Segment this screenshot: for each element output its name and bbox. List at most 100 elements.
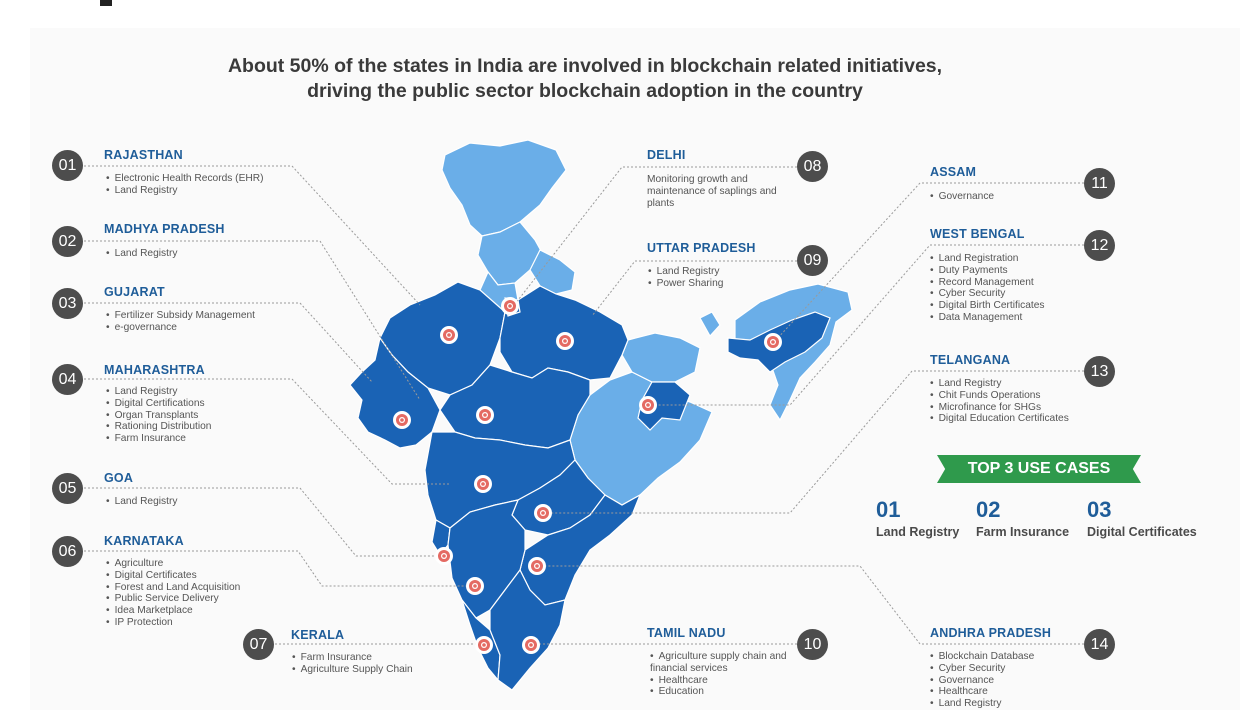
marker-telangana bbox=[534, 504, 552, 522]
region-jammu-kashmir bbox=[441, 139, 567, 237]
leader-uttar-pradesh bbox=[591, 260, 797, 317]
number-badge: 12 bbox=[1084, 230, 1115, 261]
use-case-number: 03 bbox=[1087, 497, 1112, 522]
leader-west-bengal bbox=[650, 244, 1084, 406]
number-badge: 13 bbox=[1084, 356, 1115, 387]
use-case-item: Land Registry bbox=[106, 248, 178, 260]
use-case-item: Duty Payments bbox=[930, 265, 1044, 277]
use-case-list: Farm Insurance Agriculture Supply Chain bbox=[292, 652, 413, 676]
state-name: WEST BENGAL bbox=[930, 227, 1025, 241]
number-badge: 06 bbox=[52, 536, 83, 567]
use-case-item: Organ Transplants bbox=[106, 410, 211, 422]
use-case-item: Microfinance for SHGs bbox=[930, 402, 1069, 414]
use-case-list: Land Registry Digital Certifications Org… bbox=[106, 386, 212, 445]
marker-uttar-pradesh bbox=[556, 332, 574, 350]
use-case-item: Fertilizer Subsidy Management bbox=[106, 310, 255, 322]
use-case-item: Data Management bbox=[930, 312, 1044, 324]
use-case-list: Land Registry bbox=[106, 496, 178, 508]
use-case-item: Agriculture bbox=[106, 558, 240, 570]
use-case-list: Land Registry bbox=[106, 248, 178, 260]
number-badge: 07 bbox=[243, 629, 274, 660]
use-case-item: Digital Birth Certificates bbox=[930, 300, 1045, 312]
state-name: ANDHRA PRADESH bbox=[930, 626, 1052, 640]
state-markers bbox=[393, 297, 782, 654]
use-case-item: Farm Insurance bbox=[292, 652, 413, 664]
use-case-item: Forest and Land Acquisition bbox=[106, 582, 241, 594]
number-badge: 03 bbox=[52, 288, 83, 319]
use-case-item: Chit Funds Operations bbox=[930, 390, 1069, 402]
use-case-number: 02 bbox=[976, 497, 1001, 522]
use-case-label: Land Registry bbox=[876, 525, 960, 539]
region-gujarat bbox=[349, 336, 441, 449]
use-case-item: Rationing Distribution bbox=[106, 421, 212, 433]
use-case-item: Idea Marketplace bbox=[106, 605, 240, 617]
marker-maharashtra bbox=[474, 475, 492, 493]
use-case-list: Blockchain Database Cyber Security Gover… bbox=[930, 651, 1035, 710]
marker-west-bengal bbox=[639, 396, 657, 414]
use-case-item: Land Registry bbox=[106, 496, 178, 508]
use-case-item: Record Management bbox=[930, 277, 1044, 289]
state-name: DELHI bbox=[647, 148, 686, 162]
use-case-list: Agriculture supply chain and financial s… bbox=[650, 651, 790, 698]
marker-rajasthan bbox=[440, 326, 458, 344]
marker-karnataka bbox=[466, 577, 484, 595]
leader-telangana bbox=[543, 370, 1084, 514]
marker-madhya-pradesh bbox=[476, 406, 494, 424]
use-case-item: Governance bbox=[930, 191, 995, 203]
region-uttarakhand bbox=[529, 249, 576, 295]
number-badge: 10 bbox=[797, 629, 828, 660]
use-case-item: Land Registry bbox=[106, 185, 263, 197]
number-badge: 14 bbox=[1084, 629, 1115, 660]
use-case-item: Healthcare bbox=[930, 686, 1034, 698]
banner-ribbon-shape bbox=[937, 455, 1141, 483]
region-bihar bbox=[621, 332, 701, 383]
use-case-item: Land Registry bbox=[106, 386, 211, 398]
use-case-item: Digital Education Certificates bbox=[930, 413, 1069, 425]
leader-karnataka bbox=[84, 550, 475, 587]
use-case-item: Healthcare bbox=[650, 675, 790, 687]
use-case-item: Agriculture supply chain and financial s… bbox=[650, 651, 790, 675]
use-case-item: IP Protection bbox=[106, 617, 240, 629]
heading-line-2: driving the public sector blockchain ado… bbox=[307, 80, 863, 102]
leader-lines bbox=[84, 165, 1084, 645]
use-case-item: e-governance bbox=[106, 322, 255, 334]
use-case-item: Public Service Delivery bbox=[106, 593, 240, 605]
page-heading: About 50% of the states in India are inv… bbox=[0, 54, 1170, 104]
use-case-item: Farm Insurance bbox=[106, 433, 211, 445]
use-case-list: Fertilizer Subsidy Management e-governan… bbox=[106, 310, 255, 334]
use-case-label: Digital Certificates bbox=[1087, 525, 1197, 539]
leader-gujarat bbox=[84, 302, 373, 383]
use-case-item: Governance bbox=[930, 675, 1034, 687]
marker-gujarat bbox=[393, 411, 411, 429]
top-use-case-2: 02 Farm Insurance bbox=[976, 497, 1069, 541]
number-badge: 02 bbox=[52, 226, 83, 257]
state-name: RAJASTHAN bbox=[104, 148, 183, 162]
use-case-list: Electronic Health Records (EHR) Land Reg… bbox=[106, 173, 264, 197]
use-case-list: Governance bbox=[930, 191, 995, 203]
region-sikkim bbox=[699, 311, 721, 338]
heading-line-1: About 50% of the states in India are inv… bbox=[227, 55, 943, 77]
number-badge: 08 bbox=[797, 151, 828, 182]
use-case-list: Land Registry Power Sharing bbox=[648, 266, 724, 290]
use-case-item: Digital Certificates bbox=[106, 570, 240, 582]
region-tamil-nadu bbox=[489, 568, 566, 691]
number-badge: 01 bbox=[52, 150, 83, 181]
leader-goa bbox=[84, 487, 440, 557]
state-name: KARNATAKA bbox=[104, 534, 184, 548]
state-name: TAMIL NADU bbox=[647, 626, 726, 640]
use-case-item: Land Registry bbox=[930, 698, 1034, 710]
use-case-description: Monitoring growth and maintenance of sap… bbox=[647, 174, 777, 209]
use-case-item: Agriculture Supply Chain bbox=[292, 664, 413, 676]
marker-goa bbox=[435, 547, 453, 565]
state-name: KERALA bbox=[291, 628, 345, 642]
map-dark-regions bbox=[349, 281, 831, 691]
state-name: GUJARAT bbox=[104, 285, 165, 299]
state-name: MADHYA PRADESH bbox=[104, 222, 225, 236]
number-badge: 09 bbox=[797, 245, 828, 276]
top-use-case-1: 01 Land Registry bbox=[876, 497, 959, 541]
use-case-list: Land Registration Duty Payments Record M… bbox=[930, 253, 1045, 324]
use-case-item: Cyber Security bbox=[930, 663, 1034, 675]
marker-tamil-nadu bbox=[522, 636, 540, 654]
marker-andhra-pradesh bbox=[528, 557, 546, 575]
